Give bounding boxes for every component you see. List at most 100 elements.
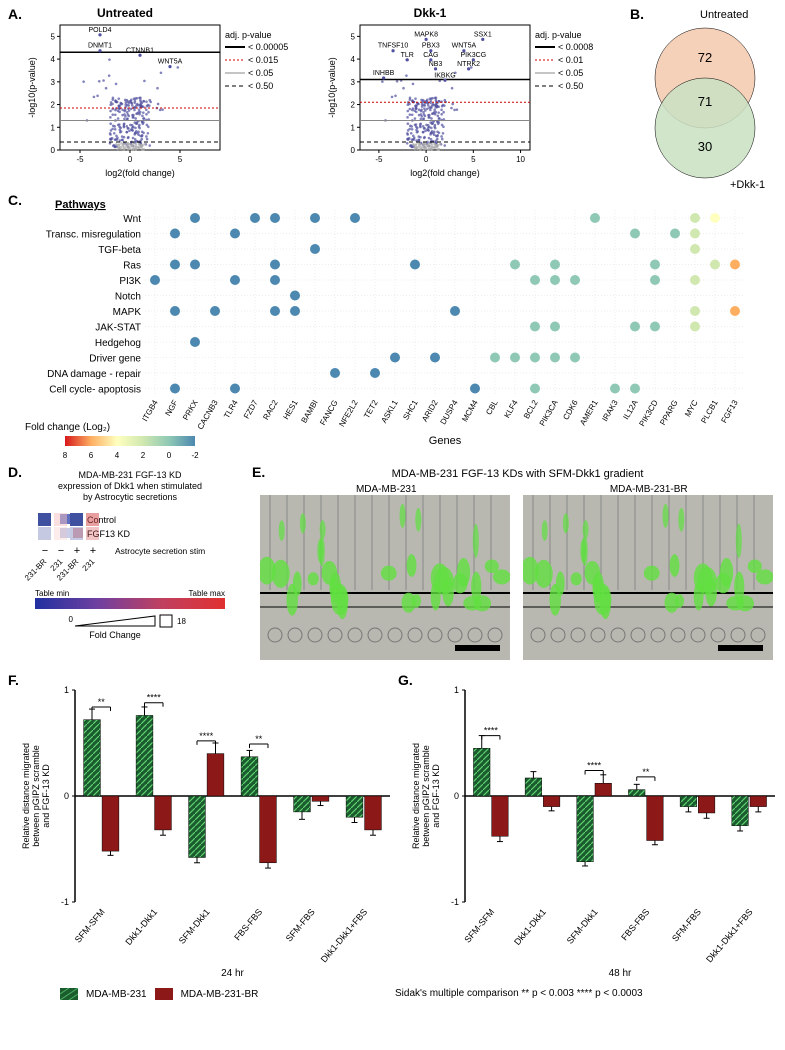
svg-text:PLCB1: PLCB1 <box>699 398 720 425</box>
svg-text:DNMT1: DNMT1 <box>88 43 112 50</box>
svg-text:-5: -5 <box>375 155 383 164</box>
svg-text:IL12A: IL12A <box>621 398 640 421</box>
svg-text:3: 3 <box>51 78 56 87</box>
svg-text:BAMBI: BAMBI <box>299 399 319 425</box>
svg-text:8: 8 <box>63 451 68 460</box>
svg-text:0: 0 <box>424 155 429 164</box>
svg-text:−: − <box>58 545 64 557</box>
svg-text:TGF-beta: TGF-beta <box>98 245 141 256</box>
svg-text:TET2: TET2 <box>362 398 380 420</box>
svg-text:−: − <box>42 545 48 557</box>
svg-text:FGF13: FGF13 <box>719 398 740 425</box>
untreated-title: Untreated <box>25 6 225 20</box>
svg-text:PPARG: PPARG <box>658 399 680 427</box>
svg-text:Table max: Table max <box>189 589 225 598</box>
svg-text:Wnt: Wnt <box>123 214 141 225</box>
svg-text:-log10(p-value): -log10(p-value) <box>27 57 37 118</box>
svg-text:0: 0 <box>351 146 356 155</box>
panel-c-dotplot: PathwaysWntTransc. misregulationTGF-beta… <box>15 200 775 465</box>
svg-text:0: 0 <box>64 791 69 801</box>
svg-text:between pGIPZ scramble: between pGIPZ scramble <box>421 745 431 847</box>
svg-text:Fold change (Log₂): Fold change (Log₂) <box>25 422 110 433</box>
svg-text:FANCG: FANCG <box>318 399 340 427</box>
svg-text:FBS-FBS: FBS-FBS <box>619 907 651 943</box>
panel-g: -101Relative distance migratedbetween pG… <box>405 682 780 987</box>
svg-text:4: 4 <box>351 55 356 64</box>
svg-text:Dkk1-Dkk1: Dkk1-Dkk1 <box>123 907 159 947</box>
svg-text:NTRK2: NTRK2 <box>457 61 480 68</box>
svg-text:4: 4 <box>51 55 56 64</box>
svg-text:30: 30 <box>698 139 712 154</box>
svg-text:TLR: TLR <box>401 52 414 59</box>
panel-e: MDA-MB-231 FGF-13 KDs with SFM-Dkk1 grad… <box>260 468 775 665</box>
svg-text:expression of Dkk1 when stimul: expression of Dkk1 when stimulated <box>58 481 202 491</box>
svg-text:INHBB: INHBB <box>373 70 395 77</box>
svg-text:Relative distance migrated: Relative distance migrated <box>411 743 421 849</box>
svg-text:FBS-FBS: FBS-FBS <box>232 907 264 943</box>
panel-f: -101Relative distance migratedbetween pG… <box>15 682 395 987</box>
svg-text:**: ** <box>255 734 263 744</box>
svg-text:and FGF-13 KD: and FGF-13 KD <box>41 764 51 828</box>
svg-text:HES1: HES1 <box>281 398 300 421</box>
svg-text:log2(fold change): log2(fold change) <box>410 168 480 178</box>
series1-label: MDA-MB-231 <box>86 989 147 1000</box>
svg-text:Hedgehog: Hedgehog <box>95 338 141 349</box>
svg-text:Driver gene: Driver gene <box>89 354 141 365</box>
svg-text:SFM-FBS: SFM-FBS <box>670 907 703 944</box>
svg-text:72: 72 <box>698 50 712 65</box>
panel-a-legend1: adj. p-value< 0.00005< 0.015< 0.05< 0.50 <box>225 30 288 94</box>
svg-text:****: **** <box>199 731 214 741</box>
panel-a-dkk1: Dkk-1 MAPK8SSX1TNFSF10PBX3WNT5ATLRCAGPIK… <box>325 6 535 185</box>
svg-text:SHC1: SHC1 <box>401 398 420 421</box>
svg-text:PIK3CA: PIK3CA <box>538 398 560 428</box>
svg-text:Dkk1-Dkk1: Dkk1-Dkk1 <box>512 907 548 947</box>
svg-text:SFM-SFM: SFM-SFM <box>462 907 496 945</box>
svg-text:MAPK8: MAPK8 <box>414 31 438 38</box>
svg-text:CBL: CBL <box>484 398 500 416</box>
svg-text:WNT5A: WNT5A <box>452 43 477 50</box>
svg-text:1: 1 <box>51 123 56 132</box>
fg-footer: Sidak's multiple comparison ** p < 0.003… <box>395 988 643 999</box>
svg-text:TNFSF10: TNFSF10 <box>378 43 408 50</box>
svg-text:PIK3CG: PIK3CG <box>460 52 486 59</box>
svg-text:Table min: Table min <box>35 589 69 598</box>
svg-text:JAK-STAT: JAK-STAT <box>95 323 141 334</box>
svg-text:****: **** <box>484 726 499 736</box>
svg-text:0: 0 <box>454 791 459 801</box>
svg-text:NB3: NB3 <box>429 61 443 68</box>
svg-text:RAC2: RAC2 <box>261 398 280 421</box>
svg-text:between pGIPZ scramble: between pGIPZ scramble <box>31 745 41 847</box>
svg-text:5: 5 <box>351 32 356 41</box>
svg-text:0: 0 <box>51 146 56 155</box>
svg-text:by Astrocytic secretions: by Astrocytic secretions <box>83 492 178 502</box>
svg-text:1: 1 <box>454 685 459 695</box>
panel-d: MDA-MB-231 FGF-13 KDexpression of Dkk1 w… <box>15 468 245 668</box>
e-left-title: MDA-MB-231 <box>260 484 513 495</box>
svg-text:ARID2: ARID2 <box>420 398 440 423</box>
svg-text:SFM-FBS: SFM-FBS <box>284 907 317 944</box>
svg-text:6: 6 <box>89 451 94 460</box>
svg-text:PRKX: PRKX <box>181 398 200 422</box>
svg-text:231: 231 <box>81 557 97 573</box>
svg-text:****: **** <box>147 693 162 703</box>
svg-text:POLD4: POLD4 <box>89 27 112 34</box>
svg-text:MCM4: MCM4 <box>460 398 480 423</box>
svg-text:ASKL1: ASKL1 <box>379 398 400 425</box>
svg-text:Untreated: Untreated <box>700 9 748 21</box>
svg-text:Astrocyte secretion stim: Astrocyte secretion stim <box>115 546 205 556</box>
svg-text:2: 2 <box>141 451 146 460</box>
svg-text:SFM-Dkk1: SFM-Dkk1 <box>177 907 212 946</box>
svg-text:48 hr: 48 hr <box>609 968 632 979</box>
svg-text:1: 1 <box>64 685 69 695</box>
svg-text:Transc. misregulation: Transc. misregulation <box>46 230 141 241</box>
svg-text:+: + <box>74 545 80 557</box>
svg-text:+: + <box>90 545 96 557</box>
svg-text:PBX3: PBX3 <box>422 43 440 50</box>
svg-text:AMER1: AMER1 <box>578 398 600 427</box>
svg-text:SFM-Dkk1: SFM-Dkk1 <box>565 907 600 946</box>
svg-text:WNT5A: WNT5A <box>158 59 183 66</box>
svg-text:3: 3 <box>351 78 356 87</box>
svg-text:IRAK3: IRAK3 <box>600 398 620 423</box>
svg-text:Notch: Notch <box>115 292 141 303</box>
svg-text:5: 5 <box>471 155 476 164</box>
